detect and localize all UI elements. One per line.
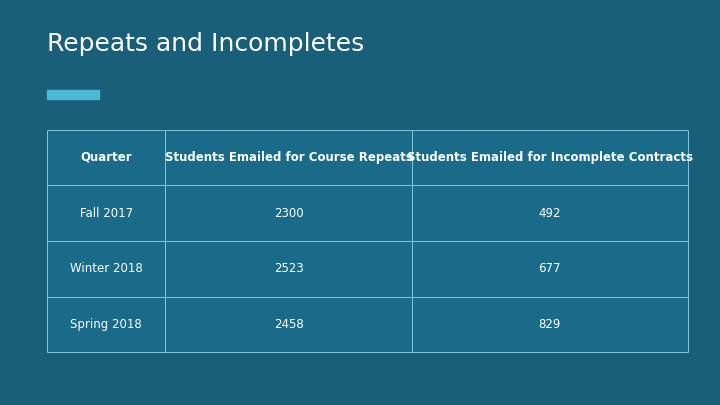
Text: 829: 829 — [539, 318, 561, 331]
Text: Spring 2018: Spring 2018 — [70, 318, 142, 331]
Text: 2300: 2300 — [274, 207, 304, 220]
Text: 2523: 2523 — [274, 262, 304, 275]
Bar — [412, 130, 688, 185]
Bar — [47, 130, 166, 185]
Bar — [412, 185, 688, 241]
Text: Students Emailed for Incomplete Contracts: Students Emailed for Incomplete Contract… — [407, 151, 693, 164]
Bar — [412, 241, 688, 296]
Bar — [47, 90, 99, 99]
Text: Repeats and Incompletes: Repeats and Incompletes — [47, 32, 364, 56]
Text: 2458: 2458 — [274, 318, 304, 331]
Bar — [166, 130, 412, 185]
Text: Winter 2018: Winter 2018 — [70, 262, 143, 275]
Bar — [166, 241, 412, 296]
Bar — [47, 296, 166, 352]
Bar — [166, 185, 412, 241]
Bar — [47, 241, 166, 296]
Text: 677: 677 — [539, 262, 561, 275]
Bar — [47, 185, 166, 241]
Bar — [166, 296, 412, 352]
Bar — [412, 296, 688, 352]
Text: Quarter: Quarter — [80, 151, 132, 164]
Text: Students Emailed for Course Repeats: Students Emailed for Course Repeats — [165, 151, 413, 164]
Text: Fall 2017: Fall 2017 — [79, 207, 132, 220]
Text: 492: 492 — [539, 207, 561, 220]
